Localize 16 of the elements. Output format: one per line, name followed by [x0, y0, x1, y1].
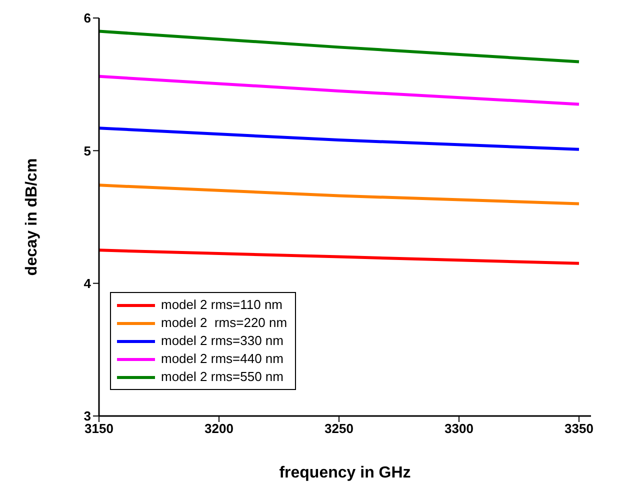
y-axis-title: decay in dB/cm	[24, 158, 41, 276]
legend-label: model 2 rms=110 nm	[161, 296, 283, 314]
x-tick-label: 3350	[564, 421, 594, 436]
y-tick-label: 3	[84, 408, 91, 424]
x-tick-label: 3300	[444, 421, 474, 436]
x-axis-title: frequency in GHz	[279, 464, 411, 482]
x-tick-label: 3250	[324, 421, 354, 436]
x-tick-label: 3200	[204, 421, 234, 436]
legend-label: model 2 rms=220 nm	[161, 314, 288, 332]
x-tick-label: 3150	[84, 421, 114, 436]
legend-label: model 2 rms=330 nm	[161, 332, 284, 350]
legend-label: model 2 rms=550 nm	[161, 368, 284, 386]
y-tick-label: 4	[84, 276, 92, 291]
y-tick-label: 6	[84, 10, 91, 26]
legend-label: model 2 rms=440 nm	[161, 350, 284, 368]
y-tick-label: 5	[84, 143, 91, 158]
